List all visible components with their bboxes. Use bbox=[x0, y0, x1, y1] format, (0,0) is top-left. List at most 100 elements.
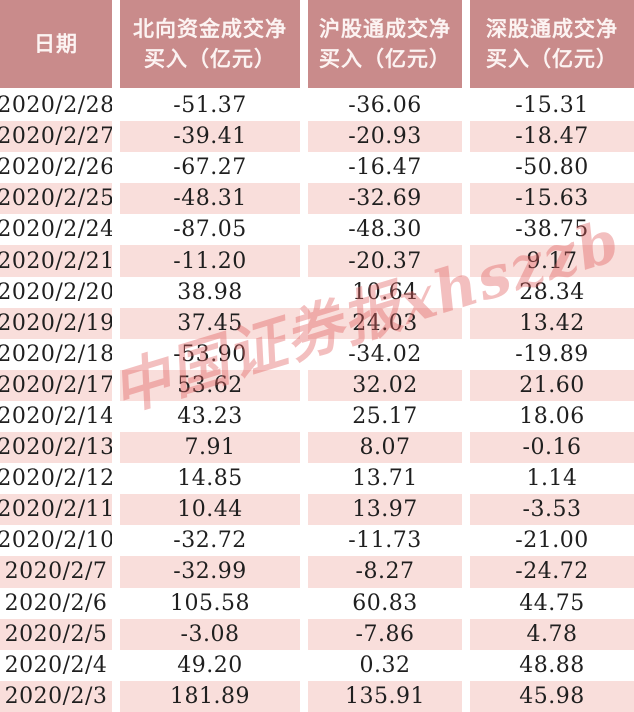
cell-date: 2020/2/12 bbox=[0, 463, 112, 495]
cell-shenzhen-connect-net-buy: -24.72 bbox=[470, 556, 634, 588]
cell-northbound-net-buy: 43.23 bbox=[120, 400, 300, 433]
cell-shenzhen-connect-net-buy: -3.53 bbox=[470, 494, 634, 526]
table-row: 2020/2/10 -32.72 -11.73 -21.00 bbox=[0, 525, 634, 557]
header-cell-northbound: 北向资金成交净 买入（亿元） bbox=[120, 0, 300, 88]
table-row: 2020/2/27 -39.41 -20.93 -18.47 bbox=[0, 121, 634, 153]
table-row: 2020/2/24 -87.05 -48.30 -38.75 bbox=[0, 214, 634, 246]
cell-shenzhen-connect-net-buy: 21.60 bbox=[470, 369, 634, 401]
cell-date: 2020/2/6 bbox=[0, 587, 112, 619]
cell-date: 2020/2/4 bbox=[0, 649, 112, 681]
table-row: 2020/2/7 -32.99 -8.27 -24.72 bbox=[0, 556, 634, 588]
cell-northbound-net-buy: 181.89 bbox=[120, 680, 300, 712]
cell-shenzhen-connect-net-buy: 48.88 bbox=[470, 649, 634, 681]
cell-shenzhen-connect-net-buy: 9.17 bbox=[470, 245, 634, 277]
cell-date: 2020/2/19 bbox=[0, 307, 112, 339]
cell-northbound-net-buy: -67.27 bbox=[120, 152, 300, 184]
cell-shanghai-connect-net-buy: 24.03 bbox=[308, 307, 462, 339]
cell-shenzhen-connect-net-buy: 13.42 bbox=[470, 307, 634, 339]
cell-date: 2020/2/13 bbox=[0, 432, 112, 464]
cell-northbound-net-buy: -53.90 bbox=[120, 338, 300, 370]
table-row: 2020/2/19 37.45 24.03 13.42 bbox=[0, 307, 634, 339]
cell-shenzhen-connect-net-buy: -15.31 bbox=[470, 90, 634, 122]
header-cell-shanghai-connect: 沪股通成交净 买入（亿元） bbox=[308, 0, 462, 88]
cell-northbound-net-buy: 14.85 bbox=[120, 463, 300, 495]
header-northbound-line1: 北向资金成交净 bbox=[133, 16, 287, 41]
table-body: 2020/2/28 -51.37 -36.06 -15.31 2020/2/27… bbox=[0, 90, 634, 712]
table-row: 2020/2/6 105.58 60.83 44.75 bbox=[0, 587, 634, 619]
cell-northbound-net-buy: 49.20 bbox=[120, 649, 300, 681]
cell-northbound-net-buy: -32.99 bbox=[120, 556, 300, 588]
cell-date: 2020/2/20 bbox=[0, 276, 112, 308]
cell-shenzhen-connect-net-buy: -18.47 bbox=[470, 121, 634, 153]
cell-date: 2020/2/17 bbox=[0, 369, 112, 401]
cell-shanghai-connect-net-buy: 13.97 bbox=[308, 494, 462, 526]
cell-northbound-net-buy: 37.45 bbox=[120, 307, 300, 339]
table-row: 2020/2/25 -48.31 -32.69 -15.63 bbox=[0, 183, 634, 215]
cell-northbound-net-buy: 7.91 bbox=[120, 432, 300, 464]
cell-northbound-net-buy: -32.72 bbox=[120, 525, 300, 557]
cell-shanghai-connect-net-buy: -20.37 bbox=[308, 245, 462, 277]
table-row: 2020/2/26 -67.27 -16.47 -50.80 bbox=[0, 152, 634, 184]
cell-shanghai-connect-net-buy: 0.32 bbox=[308, 649, 462, 681]
cell-shenzhen-connect-net-buy: 1.14 bbox=[470, 463, 634, 495]
cell-shenzhen-connect-net-buy: -15.63 bbox=[470, 183, 634, 215]
cell-date: 2020/2/24 bbox=[0, 214, 112, 246]
table-row: 2020/2/17 53.62 32.02 21.60 bbox=[0, 369, 634, 401]
cell-date: 2020/2/3 bbox=[0, 680, 112, 712]
cell-northbound-net-buy: -39.41 bbox=[120, 121, 300, 153]
cell-shanghai-connect-net-buy: -20.93 bbox=[308, 121, 462, 153]
cell-shenzhen-connect-net-buy: -0.16 bbox=[470, 432, 634, 464]
cell-shanghai-connect-net-buy: -34.02 bbox=[308, 338, 462, 370]
cell-date: 2020/2/10 bbox=[0, 525, 112, 557]
cell-shanghai-connect-net-buy: 135.91 bbox=[308, 680, 462, 712]
cell-date: 2020/2/25 bbox=[0, 183, 112, 215]
cell-northbound-net-buy: -3.08 bbox=[120, 618, 300, 650]
cell-northbound-net-buy: 38.98 bbox=[120, 276, 300, 308]
table-row: 2020/2/20 38.98 10.64 28.34 bbox=[0, 276, 634, 308]
cell-northbound-net-buy: -51.37 bbox=[120, 90, 300, 122]
cell-shenzhen-connect-net-buy: -50.80 bbox=[470, 152, 634, 184]
header-cell-shenzhen-connect: 深股通成交净 买入（亿元） bbox=[470, 0, 634, 88]
cell-date: 2020/2/11 bbox=[0, 494, 112, 526]
cell-date: 2020/2/18 bbox=[0, 338, 112, 370]
header-shanghai-line2: 买入（亿元） bbox=[319, 47, 451, 71]
table-row: 2020/2/12 14.85 13.71 1.14 bbox=[0, 463, 634, 495]
cell-date: 2020/2/28 bbox=[0, 90, 112, 122]
table-header-row: 日期 北向资金成交净 买入（亿元） 沪股通成交净 买入（亿元） 深股通成交净 买… bbox=[0, 0, 634, 90]
cell-shanghai-connect-net-buy: -11.73 bbox=[308, 525, 462, 557]
cell-northbound-net-buy: 53.62 bbox=[120, 369, 300, 401]
cell-shanghai-connect-net-buy: -32.69 bbox=[308, 183, 462, 215]
cell-shenzhen-connect-net-buy: -19.89 bbox=[470, 338, 634, 370]
cell-shanghai-connect-net-buy: 8.07 bbox=[308, 432, 462, 464]
header-cell-date: 日期 bbox=[0, 0, 112, 88]
table-row: 2020/2/13 7.91 8.07 -0.16 bbox=[0, 432, 634, 464]
cell-shanghai-connect-net-buy: 13.71 bbox=[308, 463, 462, 495]
table-row: 2020/2/5 -3.08 -7.86 4.78 bbox=[0, 618, 634, 650]
cell-shanghai-connect-net-buy: -8.27 bbox=[308, 556, 462, 588]
cell-shanghai-connect-net-buy: -7.86 bbox=[308, 618, 462, 650]
cell-shanghai-connect-net-buy: -16.47 bbox=[308, 152, 462, 184]
cell-shenzhen-connect-net-buy: 44.75 bbox=[470, 587, 634, 619]
cell-date: 2020/2/26 bbox=[0, 152, 112, 184]
table-row: 2020/2/3 181.89 135.91 45.98 bbox=[0, 680, 634, 712]
cell-date: 2020/2/27 bbox=[0, 121, 112, 153]
cell-date: 2020/2/14 bbox=[0, 400, 112, 433]
table-row: 2020/2/18 -53.90 -34.02 -19.89 bbox=[0, 338, 634, 370]
cell-shenzhen-connect-net-buy: 45.98 bbox=[470, 680, 634, 712]
cell-shenzhen-connect-net-buy: -38.75 bbox=[470, 214, 634, 246]
header-shanghai-line1: 沪股通成交净 bbox=[319, 16, 451, 41]
cell-shenzhen-connect-net-buy: 18.06 bbox=[470, 400, 634, 433]
cell-northbound-net-buy: -87.05 bbox=[120, 214, 300, 246]
cell-shanghai-connect-net-buy: 10.64 bbox=[308, 276, 462, 308]
cell-date: 2020/2/7 bbox=[0, 556, 112, 588]
cell-shenzhen-connect-net-buy: 4.78 bbox=[470, 618, 634, 650]
table-row: 2020/2/14 43.23 25.17 18.06 bbox=[0, 400, 634, 433]
cell-northbound-net-buy: 105.58 bbox=[120, 587, 300, 619]
header-northbound-line2: 买入（亿元） bbox=[144, 47, 276, 71]
cell-shenzhen-connect-net-buy: 28.34 bbox=[470, 276, 634, 308]
header-shenzhen-line1: 深股通成交净 bbox=[486, 16, 618, 41]
cell-northbound-net-buy: -11.20 bbox=[120, 245, 300, 277]
table-row: 2020/2/21 -11.20 -20.37 9.17 bbox=[0, 245, 634, 277]
header-shenzhen-line2: 买入（亿元） bbox=[486, 47, 618, 71]
